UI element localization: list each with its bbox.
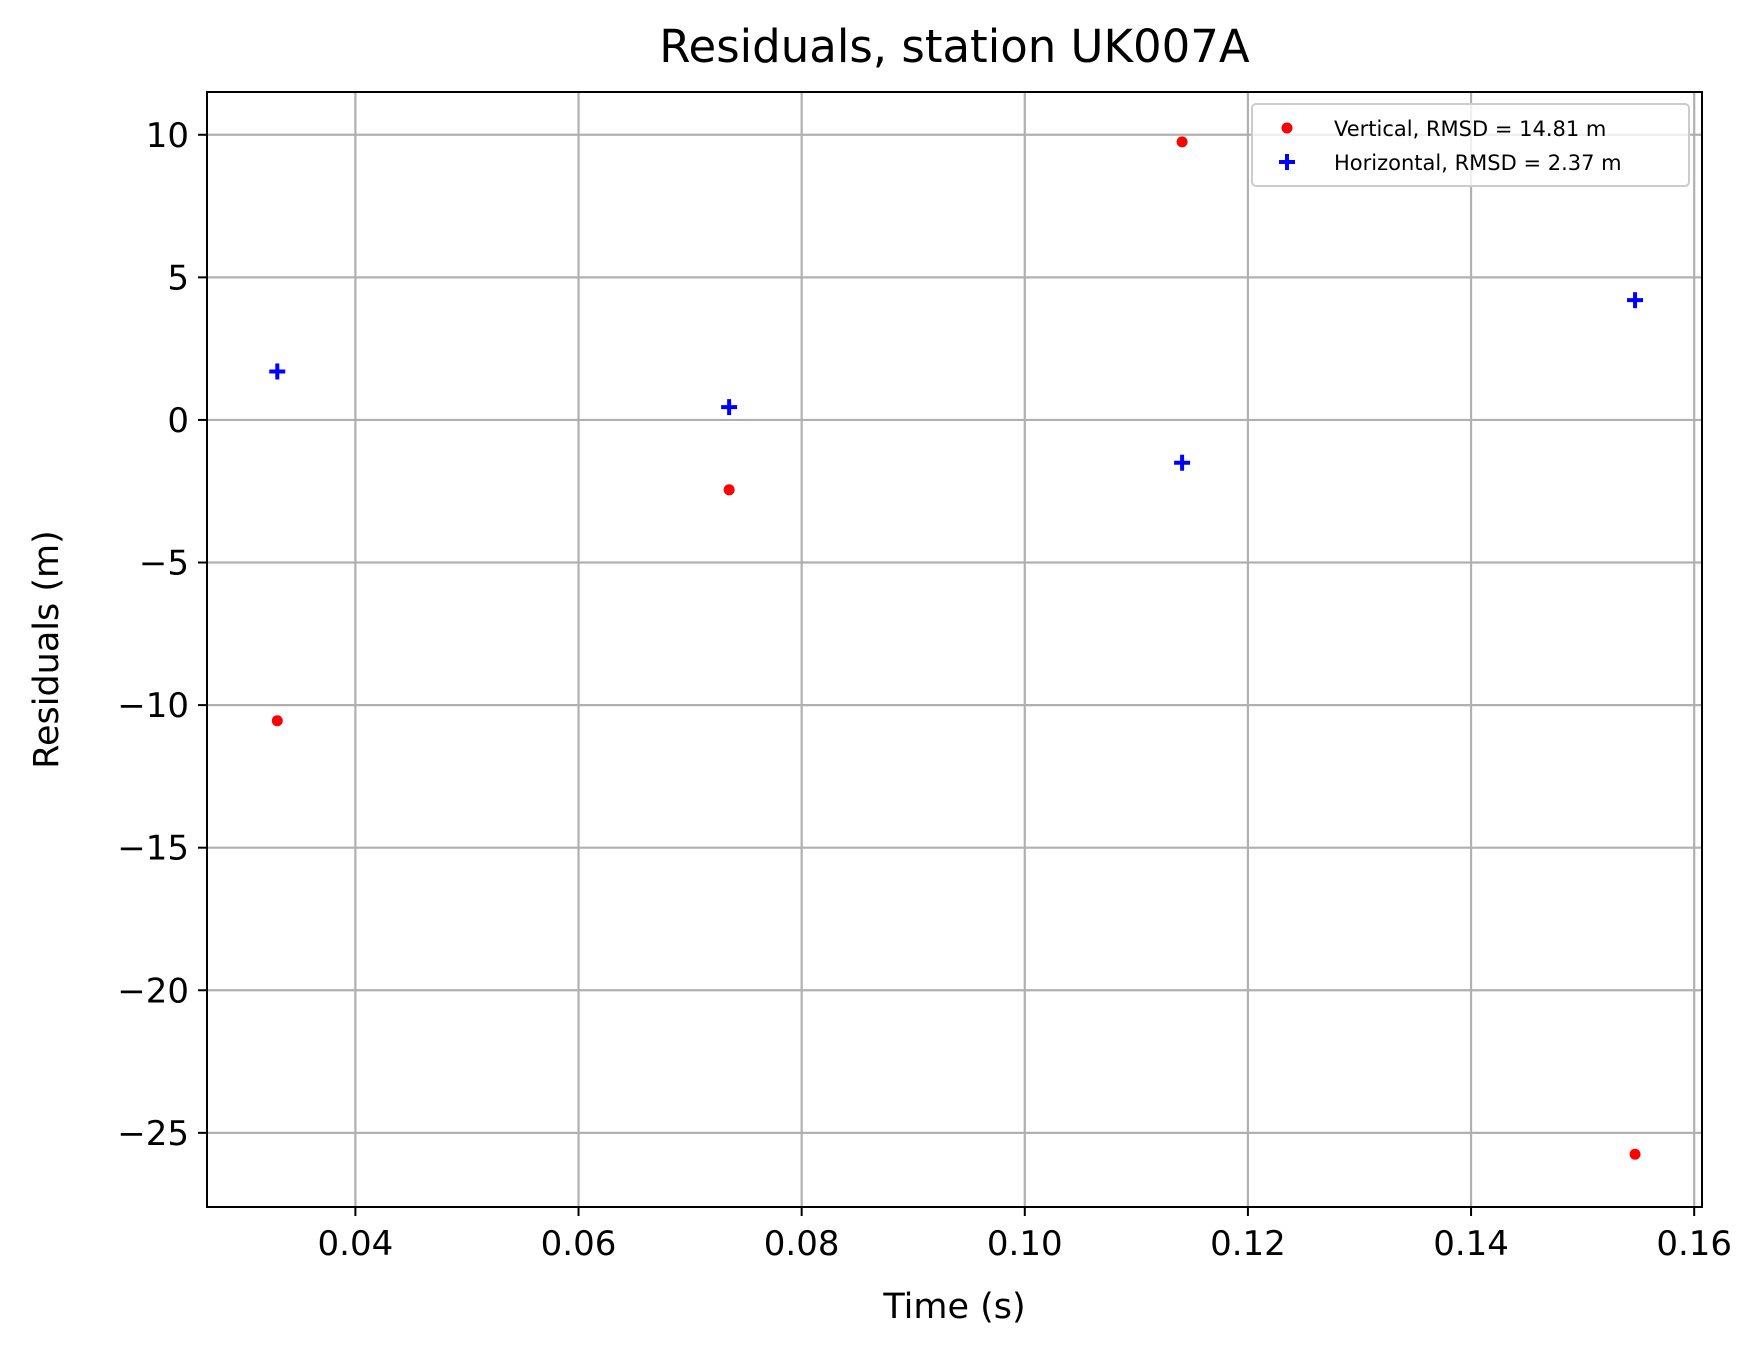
x-tick-label: 0.10: [987, 1224, 1063, 1264]
y-axis-label: Residuals (m): [27, 530, 67, 769]
vertical-point: [271, 715, 283, 727]
y-axis-ticks: 10 5 0 −5 −10 −15 −20 −25: [117, 116, 207, 1154]
legend-box: [1251, 103, 1690, 187]
x-tick-label: 0.14: [1433, 1224, 1509, 1264]
x-tick-label: 0.06: [541, 1224, 617, 1264]
legend-label-vertical: Vertical, RMSD = 14.81 m: [1334, 117, 1606, 141]
chart-title: Residuals, station UK007A: [659, 20, 1250, 73]
legend-marker-vertical: [1281, 122, 1293, 134]
y-tick-label: −5: [139, 544, 189, 584]
y-tick-label: 5: [167, 258, 189, 298]
legend-marker-horizontal: [1279, 154, 1295, 170]
legend: Vertical, RMSD = 14.81 m Horizontal, RMS…: [1251, 103, 1690, 187]
horizontal-point: [269, 363, 286, 380]
x-tick-label: 0.16: [1656, 1224, 1732, 1264]
x-axis-label: Time (s): [882, 1287, 1025, 1327]
legend-label-horizontal: Horizontal, RMSD = 2.37 m: [1334, 151, 1622, 175]
y-tick-label: −15: [117, 829, 189, 869]
x-tick-label: 0.04: [318, 1224, 394, 1264]
x-axis-ticks: 0.04 0.06 0.08 0.10 0.12 0.14 0.16: [318, 1207, 1732, 1264]
y-tick-label: −10: [117, 686, 189, 726]
y-tick-label: 0: [167, 401, 189, 441]
data-points: [269, 136, 1644, 1160]
vertical-point: [1629, 1148, 1641, 1160]
horizontal-point: [1627, 292, 1644, 309]
y-tick-label: 10: [146, 116, 189, 156]
legend-dot-icon: [1281, 122, 1293, 134]
vertical-point: [1176, 136, 1188, 148]
vertical-point: [723, 484, 735, 496]
y-tick-label: −20: [117, 971, 189, 1011]
horizontal-point: [721, 399, 738, 416]
y-tick-label: −25: [117, 1114, 189, 1154]
x-tick-label: 0.12: [1210, 1224, 1286, 1264]
x-tick-label: 0.08: [764, 1224, 840, 1264]
plot-frame: [206, 91, 1703, 1208]
grid-lines: [207, 92, 1702, 1207]
legend-plus-icon: [1279, 154, 1295, 170]
horizontal-point: [1174, 454, 1191, 471]
